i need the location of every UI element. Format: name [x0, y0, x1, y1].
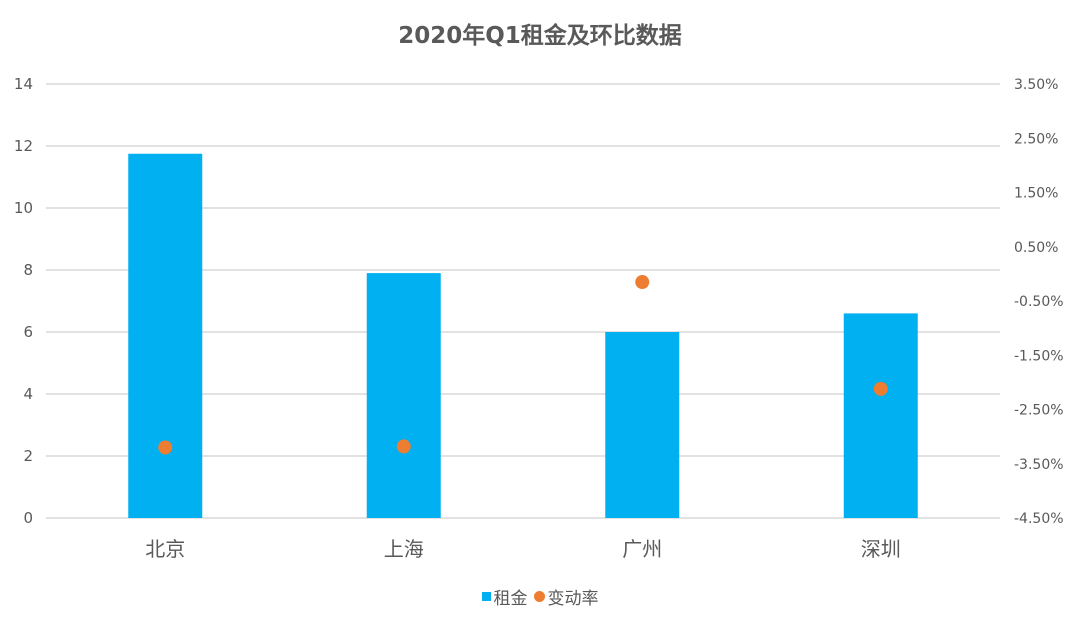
legend-item-change-rate: 变动率: [533, 584, 599, 609]
scatter-point: [873, 381, 888, 396]
left-axis-ticks: 0 2 4 6 8 10 12 14: [14, 75, 33, 527]
legend-item-rent: 租金: [481, 584, 528, 609]
bar: [843, 313, 918, 518]
right-axis-ticks: -4.50% -3.50% -2.50% -1.50% -0.50% 0.50% 1.50%…: [1014, 77, 1064, 527]
legend: 租金 变动率: [0, 584, 1080, 609]
left-tick-label: 8: [23, 261, 33, 279]
category-labels: 北京 上海 广州 深圳: [145, 537, 901, 561]
chart-title: 2020年Q1租金及环比数据: [398, 23, 682, 49]
left-tick-label: 2: [23, 447, 33, 465]
category-label: 北京: [145, 537, 185, 561]
left-tick-label: 12: [14, 137, 33, 155]
bars-layer: [128, 153, 918, 518]
bar: [128, 153, 203, 518]
right-tick-label: -3.50%: [1014, 457, 1064, 473]
scatter-point: [396, 439, 411, 454]
scatter-point: [158, 440, 173, 455]
left-tick-label: 0: [23, 509, 33, 527]
left-tick-label: 4: [23, 385, 33, 403]
bar: [605, 332, 680, 518]
right-tick-label: -2.50%: [1014, 403, 1064, 419]
right-tick-label: -0.50%: [1014, 294, 1064, 310]
right-tick-label: 2.50%: [1014, 131, 1058, 147]
right-tick-label: 1.50%: [1014, 186, 1058, 202]
scatter-point: [635, 275, 650, 290]
right-tick-label: 3.50%: [1014, 77, 1058, 93]
left-tick-label: 10: [14, 199, 33, 217]
category-label: 上海: [384, 537, 424, 561]
bar: [366, 273, 441, 518]
dots-layer: [158, 275, 888, 455]
grid-layer: [46, 83, 1000, 519]
right-tick-label: -1.50%: [1014, 348, 1064, 364]
category-label: 广州: [622, 537, 662, 561]
legend-label-change-rate: 变动率: [547, 589, 599, 609]
right-tick-label: -4.50%: [1014, 511, 1064, 527]
left-tick-label: 14: [14, 75, 33, 93]
legend-label-rent: 租金: [493, 589, 528, 609]
right-tick-label: 0.50%: [1014, 240, 1058, 256]
left-tick-label: 6: [23, 323, 33, 341]
legend-swatch-dot: [533, 591, 545, 602]
category-label: 深圳: [861, 537, 901, 561]
legend-swatch-bar: [481, 592, 491, 601]
